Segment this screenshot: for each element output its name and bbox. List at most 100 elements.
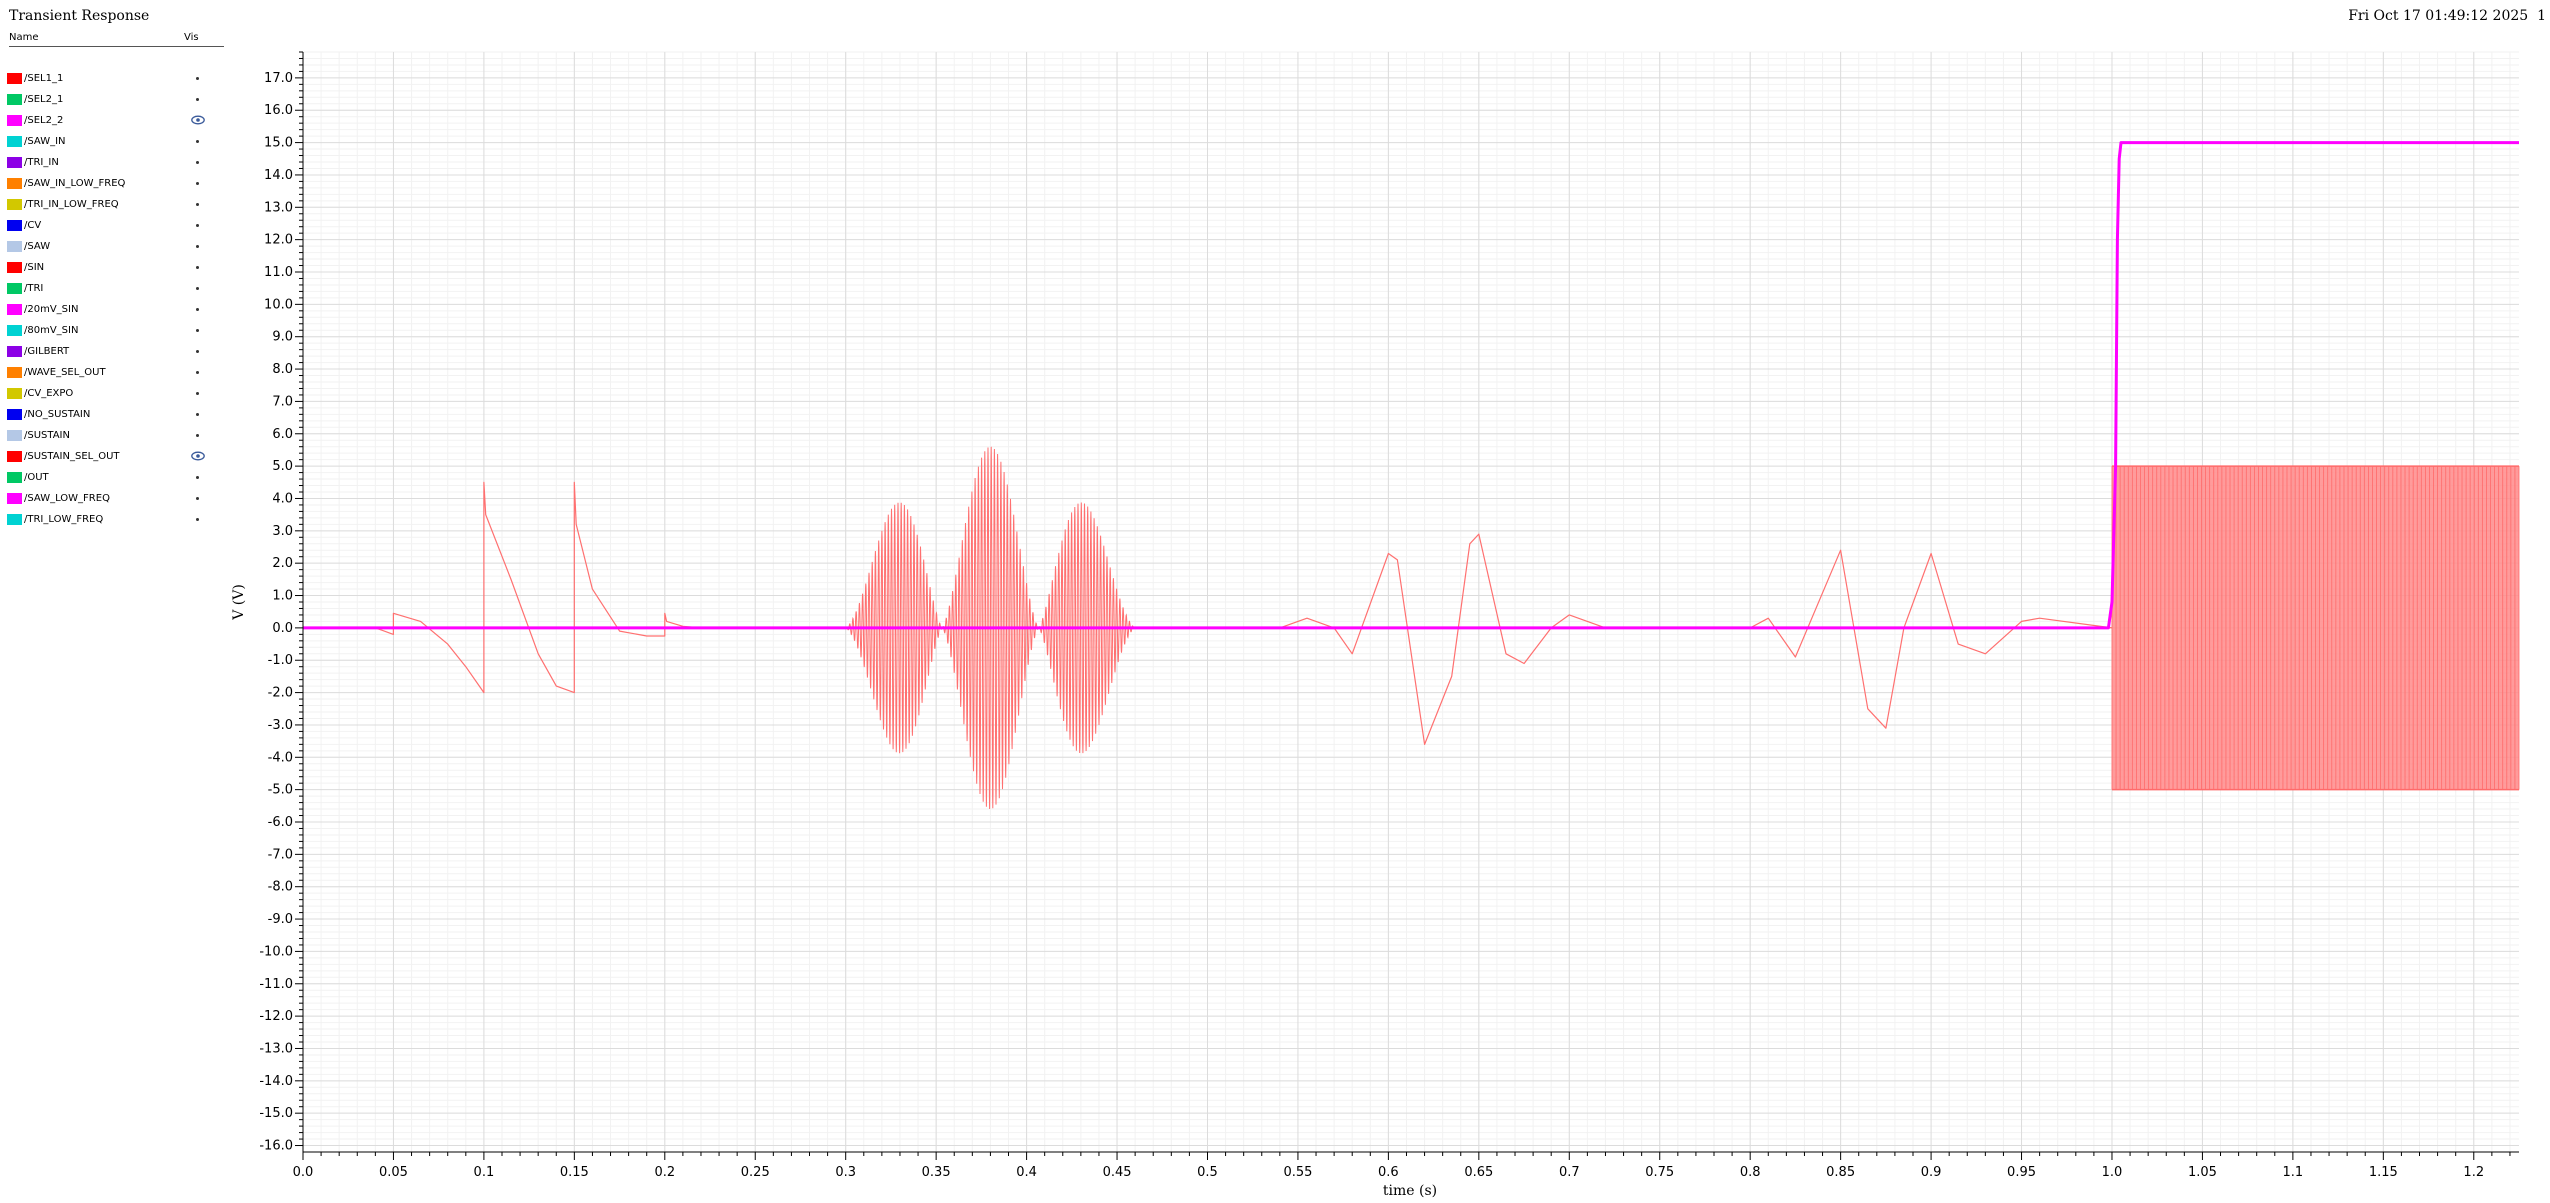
legend-item[interactable]: /SUSTAIN xyxy=(7,427,227,448)
y-tick-label: 8.0 xyxy=(272,362,293,377)
eye-icon[interactable] xyxy=(187,448,211,464)
trace-segment xyxy=(1135,533,2113,745)
trace-segment xyxy=(303,141,2519,630)
legend-swatch xyxy=(7,472,22,483)
legend-header: Name Vis xyxy=(9,32,224,47)
x-tick-label: 0.2 xyxy=(654,1165,675,1180)
legend-item-name: /80mV_SIN xyxy=(24,325,79,336)
y-tick-label: 6.0 xyxy=(272,427,293,442)
legend-item[interactable]: /SIN xyxy=(7,259,227,280)
legend-item-name: /TRI_IN xyxy=(24,157,59,168)
x-tick-label: 0.0 xyxy=(293,1165,314,1180)
legend-item-name: /OUT xyxy=(24,472,49,483)
legend-item[interactable]: /CV_EXPO xyxy=(7,385,227,406)
legend-item-name: /SAW xyxy=(24,241,51,252)
legend-item[interactable]: /80mV_SIN xyxy=(7,322,227,343)
legend-swatch xyxy=(7,430,22,441)
hidden-dot-icon[interactable] xyxy=(187,154,211,170)
x-tick-label: 0.75 xyxy=(1645,1165,1674,1180)
hidden-dot-icon[interactable] xyxy=(187,385,211,401)
hidden-dot-icon[interactable] xyxy=(187,322,211,338)
hidden-dot-icon[interactable] xyxy=(187,259,211,275)
hidden-dot-icon[interactable] xyxy=(187,280,211,296)
legend-swatch xyxy=(7,283,22,294)
legend-swatch xyxy=(7,304,22,315)
legend-swatch xyxy=(7,514,22,525)
x-tick-label: 0.1 xyxy=(474,1165,495,1180)
y-tick-label: -14.0 xyxy=(259,1074,293,1089)
hidden-dot-icon[interactable] xyxy=(187,427,211,443)
legend-item[interactable]: /SAW_IN_LOW_FREQ xyxy=(7,175,227,196)
hidden-dot-icon[interactable] xyxy=(187,133,211,149)
y-tick-label: 1.0 xyxy=(272,589,293,604)
y-axis-label: V (V) xyxy=(231,584,247,621)
y-tick-label: -7.0 xyxy=(268,847,293,862)
legend-swatch xyxy=(7,178,22,189)
legend-swatch xyxy=(7,136,22,147)
window-title: Transient Response xyxy=(9,8,150,24)
trace-segment xyxy=(303,481,846,694)
x-tick-label: 0.85 xyxy=(1826,1165,1855,1180)
legend-item-name: /SUSTAIN_SEL_OUT xyxy=(24,451,120,462)
legend-item[interactable]: /SEL2_1 xyxy=(7,91,227,112)
y-tick-label: -1.0 xyxy=(268,653,293,668)
datetime-header: Fri Oct 17 01:49:12 2025 1 xyxy=(2348,8,2546,24)
legend-item[interactable]: /CV xyxy=(7,217,227,238)
y-tick-label: 15.0 xyxy=(264,136,293,151)
legend-item-name: /TRI_LOW_FREQ xyxy=(24,514,104,525)
legend-item[interactable]: /TRI_IN_LOW_FREQ xyxy=(7,196,227,217)
legend-swatch xyxy=(7,262,22,273)
legend-item[interactable]: /OUT xyxy=(7,469,227,490)
legend-item[interactable]: /20mV_SIN xyxy=(7,301,227,322)
legend-header-vis: Vis xyxy=(184,32,199,43)
hidden-dot-icon[interactable] xyxy=(187,238,211,254)
y-tick-label: -8.0 xyxy=(268,880,293,895)
eye-icon[interactable] xyxy=(187,112,211,128)
legend-item[interactable]: /SAW_LOW_FREQ xyxy=(7,490,227,511)
legend-swatch xyxy=(7,73,22,84)
legend-item[interactable]: /TRI_LOW_FREQ xyxy=(7,511,227,532)
hidden-dot-icon[interactable] xyxy=(187,196,211,212)
legend-item[interactable]: /TRI xyxy=(7,280,227,301)
hidden-dot-icon[interactable] xyxy=(187,406,211,422)
y-tick-label: -2.0 xyxy=(268,686,293,701)
x-tick-label: 0.15 xyxy=(560,1165,589,1180)
hidden-dot-icon[interactable] xyxy=(187,70,211,86)
legend-item[interactable]: /SAW xyxy=(7,238,227,259)
x-tick-label: 0.9 xyxy=(1921,1165,1942,1180)
x-tick-label: 0.5 xyxy=(1197,1165,1218,1180)
y-tick-label: -12.0 xyxy=(259,1009,293,1024)
legend-item-name: /NO_SUSTAIN xyxy=(24,409,91,420)
hidden-dot-icon[interactable] xyxy=(187,469,211,485)
y-tick-label: -6.0 xyxy=(268,815,293,830)
legend-item[interactable]: /NO_SUSTAIN xyxy=(7,406,227,427)
x-tick-labels: 0.0 0.05 0.1 0.15 0.2 0.25 0.3 0.35 0.4 0.45 0.5 0.… xyxy=(293,1165,2484,1180)
legend-item[interactable]: /SUSTAIN_SEL_OUT xyxy=(7,448,227,469)
y-tick-labels: 17.0 16.0 15.0 14.0 13.0 12.0 11.0 10.0 9.0 8.0 7.… xyxy=(259,71,293,1154)
legend-item[interactable]: /GILBERT xyxy=(7,343,227,364)
hidden-dot-icon[interactable] xyxy=(187,301,211,317)
x-tick-label: 0.65 xyxy=(1464,1165,1493,1180)
hidden-dot-icon[interactable] xyxy=(187,511,211,527)
legend-item[interactable]: /SEL1_1 xyxy=(7,70,227,91)
y-tick-label: 17.0 xyxy=(264,71,293,86)
hidden-dot-icon[interactable] xyxy=(187,91,211,107)
hidden-dot-icon[interactable] xyxy=(187,175,211,191)
legend-item[interactable]: /TRI_IN xyxy=(7,154,227,175)
hidden-dot-icon[interactable] xyxy=(187,343,211,359)
legend-header-name: Name xyxy=(9,32,39,43)
trace-sustain-sel-out xyxy=(303,446,2520,810)
hidden-dot-icon[interactable] xyxy=(187,217,211,233)
legend-item[interactable]: /SAW_IN xyxy=(7,133,227,154)
legend-item[interactable]: /WAVE_SEL_OUT xyxy=(7,364,227,385)
legend-item-name: /TRI_IN_LOW_FREQ xyxy=(24,199,119,210)
y-tick-label: 0.0 xyxy=(272,621,293,636)
x-tick-label: 0.25 xyxy=(741,1165,770,1180)
hidden-dot-icon[interactable] xyxy=(187,490,211,506)
y-tick-label: 9.0 xyxy=(272,330,293,345)
legend-item[interactable]: /SEL2_2 xyxy=(7,112,227,133)
hidden-dot-icon[interactable] xyxy=(187,364,211,380)
legend-swatch xyxy=(7,367,22,378)
legend-swatch xyxy=(7,115,22,126)
